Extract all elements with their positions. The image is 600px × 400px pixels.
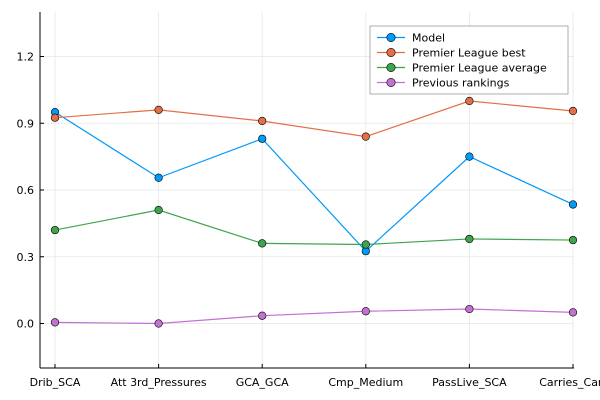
data-point (465, 152, 474, 161)
legend-label: Previous rankings (412, 77, 510, 90)
axes: 0.0 0.3 0.6 0.9 1.2 Drib_SCA Att 3rd_Pressures… (17, 12, 600, 389)
x-tick-label: PassLive_SCA (432, 376, 507, 389)
legend-marker (386, 47, 396, 57)
data-point (568, 200, 578, 209)
data-point (258, 134, 267, 143)
data-point (568, 308, 578, 317)
data-point (154, 319, 163, 328)
data-point (361, 307, 370, 316)
data-point (465, 96, 474, 106)
y-tick-label: 1.2 (17, 51, 35, 64)
x-tick-label: Cmp_Medium (328, 376, 403, 389)
x-tick-label: Drib_SCA (30, 376, 81, 389)
data-point (154, 205, 163, 215)
data-point (361, 132, 370, 141)
legend-label: Model (412, 32, 445, 45)
series-group (50, 96, 578, 328)
legend-label: Premier League average (412, 62, 547, 75)
y-tick-label: 0.3 (17, 251, 35, 264)
legend-marker (386, 32, 396, 42)
y-tick-label: 0.9 (17, 117, 35, 130)
data-point (50, 113, 60, 122)
series-line-1 (54, 111, 574, 253)
data-point (50, 318, 60, 327)
legend-label: Premier League best (412, 47, 526, 60)
series-line-2 (54, 100, 574, 138)
x-tick-label: Carries_Carr (539, 376, 600, 389)
x-tick-label: GCA_GCA (236, 376, 289, 389)
x-tick-label: Att 3rd_Pressures (111, 376, 207, 389)
legend: Model Premier League best Premier League a… (369, 25, 569, 95)
data-point (50, 225, 60, 235)
data-point (568, 106, 578, 116)
data-point (258, 239, 267, 248)
data-point (154, 173, 163, 182)
legend-marker (386, 62, 396, 72)
series-line-3 (54, 209, 574, 246)
data-point (258, 311, 267, 320)
data-point (465, 234, 474, 244)
y-tick-label: 0.6 (17, 184, 35, 197)
data-point (568, 235, 578, 245)
series-line-4 (54, 308, 574, 325)
legend-marker (386, 78, 396, 88)
data-point (465, 304, 474, 314)
data-point (154, 105, 163, 114)
data-point (258, 116, 267, 126)
y-tick-label: 0.0 (17, 318, 35, 331)
data-point (361, 240, 370, 249)
